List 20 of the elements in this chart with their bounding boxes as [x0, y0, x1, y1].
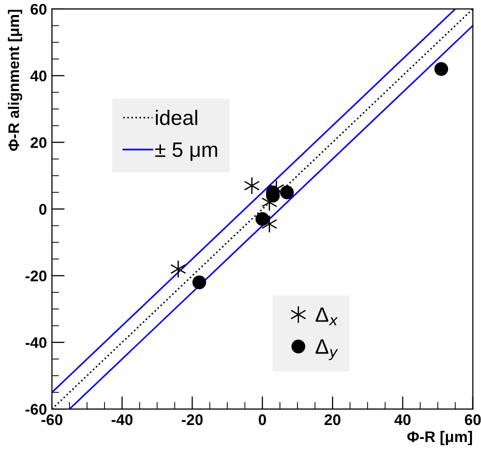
- y-tick-label: 60: [30, 4, 46, 15]
- y-tick-label: 0: [39, 204, 46, 215]
- legend-label: Δ$_{y}$: [316, 339, 338, 360]
- y-tick-label: -20: [26, 270, 46, 282]
- x-tick-label: -40: [112, 414, 133, 426]
- legend-label: ideal: [156, 110, 198, 126]
- x-tick-label: 20: [324, 414, 340, 426]
- x-axis-title: Φ-R [μm]: [407, 430, 472, 446]
- y-axis-title: Φ-R alignment [μm]: [8, 10, 22, 151]
- legend-label: Δ$_{x}$: [316, 307, 338, 326]
- x-tick-label: -20: [182, 414, 203, 426]
- x-tick-label: -60: [42, 414, 62, 426]
- y-tick-label: 20: [30, 137, 46, 148]
- legend-label: ± 5 μm: [155, 142, 218, 161]
- y-tick-label: -40: [26, 337, 46, 348]
- y-tick-label: 40: [30, 70, 46, 82]
- y-tick-label: -60: [26, 404, 46, 415]
- x-tick-label: 0: [258, 414, 266, 426]
- x-tick-label: 60: [464, 414, 481, 426]
- x-tick-label: 40: [394, 414, 411, 426]
